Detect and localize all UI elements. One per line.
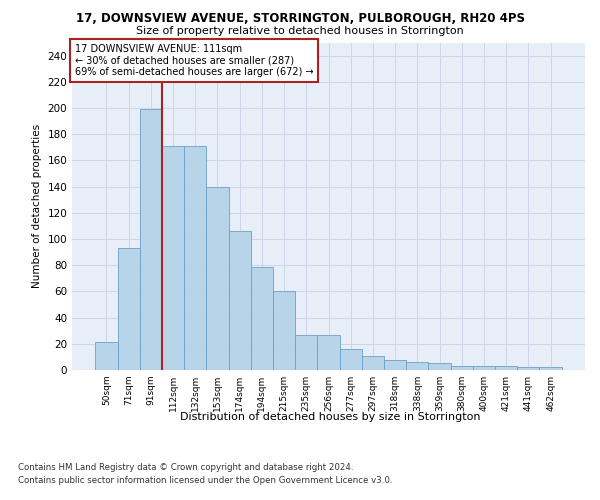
Text: 17, DOWNSVIEW AVENUE, STORRINGTON, PULBOROUGH, RH20 4PS: 17, DOWNSVIEW AVENUE, STORRINGTON, PULBO…	[76, 12, 524, 26]
Bar	[206, 186, 229, 370]
Bar	[451, 366, 473, 370]
Bar	[273, 292, 295, 370]
Bar	[95, 342, 118, 370]
Bar	[251, 266, 273, 370]
Bar	[118, 248, 140, 370]
Text: Contains HM Land Registry data © Crown copyright and database right 2024.: Contains HM Land Registry data © Crown c…	[18, 462, 353, 471]
Bar	[473, 366, 495, 370]
Bar	[184, 146, 206, 370]
Bar	[362, 356, 384, 370]
Bar	[428, 364, 451, 370]
Bar	[140, 110, 162, 370]
Bar	[317, 334, 340, 370]
Text: 17 DOWNSVIEW AVENUE: 111sqm
← 30% of detached houses are smaller (287)
69% of se: 17 DOWNSVIEW AVENUE: 111sqm ← 30% of det…	[74, 44, 313, 78]
Bar	[406, 362, 428, 370]
Text: Contains public sector information licensed under the Open Government Licence v3: Contains public sector information licen…	[18, 476, 392, 485]
Bar	[539, 368, 562, 370]
Y-axis label: Number of detached properties: Number of detached properties	[32, 124, 42, 288]
Text: Size of property relative to detached houses in Storrington: Size of property relative to detached ho…	[136, 26, 464, 36]
Text: Distribution of detached houses by size in Storrington: Distribution of detached houses by size …	[180, 412, 480, 422]
Bar	[384, 360, 406, 370]
Bar	[162, 146, 184, 370]
Bar	[495, 366, 517, 370]
Bar	[295, 334, 317, 370]
Bar	[340, 349, 362, 370]
Bar	[517, 368, 539, 370]
Bar	[229, 231, 251, 370]
